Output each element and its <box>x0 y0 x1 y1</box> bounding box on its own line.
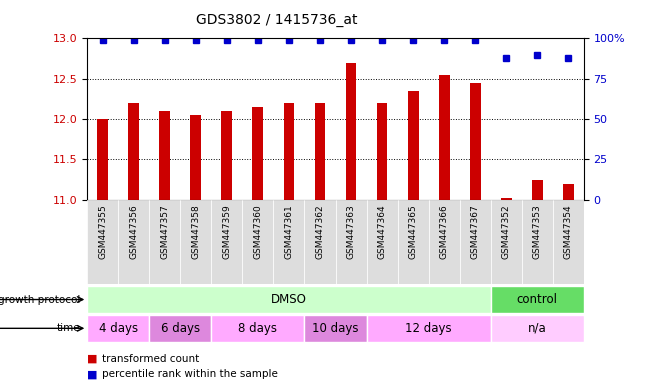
Bar <box>470 83 480 200</box>
Text: 6 days: 6 days <box>161 322 200 335</box>
Text: 8 days: 8 days <box>238 322 277 335</box>
Bar <box>97 119 108 200</box>
Text: GSM447362: GSM447362 <box>315 204 325 258</box>
Text: 4 days: 4 days <box>99 322 138 335</box>
Bar <box>491 200 522 201</box>
Bar <box>211 200 242 284</box>
Text: DMSO: DMSO <box>271 293 307 306</box>
Bar <box>252 107 263 200</box>
Text: 12 days: 12 days <box>405 322 452 335</box>
Text: GSM447361: GSM447361 <box>285 204 293 259</box>
Bar <box>87 200 118 284</box>
Bar <box>366 315 491 342</box>
Bar <box>150 315 211 342</box>
Bar <box>439 74 450 200</box>
Text: GSM447357: GSM447357 <box>160 204 169 259</box>
Bar <box>366 200 397 201</box>
Bar <box>284 103 295 200</box>
Text: GSM447355: GSM447355 <box>98 204 107 259</box>
Text: growth protocol: growth protocol <box>0 295 81 305</box>
Text: GSM447366: GSM447366 <box>440 204 449 259</box>
Bar <box>429 200 460 201</box>
Bar <box>553 200 584 284</box>
Text: GDS3802 / 1415736_at: GDS3802 / 1415736_at <box>197 13 358 27</box>
Bar <box>553 200 584 201</box>
Text: GSM447367: GSM447367 <box>470 204 480 259</box>
Text: 10 days: 10 days <box>312 322 359 335</box>
Text: ■: ■ <box>87 369 98 379</box>
Bar <box>336 200 366 201</box>
Bar <box>336 200 366 284</box>
Text: time: time <box>57 323 81 333</box>
Bar <box>221 111 232 200</box>
Bar <box>242 200 274 201</box>
Bar <box>274 200 305 201</box>
Bar <box>376 103 387 200</box>
Text: GSM447365: GSM447365 <box>409 204 417 259</box>
Text: transformed count: transformed count <box>102 354 199 364</box>
Bar <box>87 200 118 201</box>
Bar <box>305 200 336 284</box>
Text: ■: ■ <box>87 354 98 364</box>
Text: GSM447356: GSM447356 <box>130 204 138 259</box>
Bar <box>532 180 543 200</box>
Bar <box>150 200 180 284</box>
Text: GSM447364: GSM447364 <box>378 204 386 258</box>
Bar <box>491 315 584 342</box>
Bar <box>315 103 325 200</box>
Bar <box>180 200 211 284</box>
Bar <box>160 111 170 200</box>
Bar <box>522 200 553 201</box>
Bar <box>242 200 274 284</box>
Bar <box>429 200 460 284</box>
Bar <box>87 315 150 342</box>
Bar <box>460 200 491 284</box>
Text: GSM447353: GSM447353 <box>533 204 541 259</box>
Bar <box>346 63 356 200</box>
Text: GSM447363: GSM447363 <box>346 204 356 259</box>
Bar <box>501 198 511 200</box>
Text: GSM447358: GSM447358 <box>191 204 201 259</box>
Text: control: control <box>517 293 558 306</box>
Text: GSM447352: GSM447352 <box>502 204 511 258</box>
Text: GSM447360: GSM447360 <box>254 204 262 259</box>
Bar <box>191 115 201 200</box>
Bar <box>460 200 491 201</box>
Bar <box>491 200 522 284</box>
Bar <box>274 200 305 284</box>
Bar <box>366 200 397 284</box>
Bar <box>305 315 366 342</box>
Bar <box>305 200 336 201</box>
Bar <box>180 200 211 201</box>
Bar <box>491 286 584 313</box>
Bar <box>211 200 242 201</box>
Bar <box>118 200 150 201</box>
Bar <box>87 286 491 313</box>
Text: GSM447354: GSM447354 <box>564 204 573 258</box>
Bar <box>397 200 429 201</box>
Bar <box>563 184 574 200</box>
Bar <box>522 200 553 284</box>
Bar <box>397 200 429 284</box>
Bar <box>118 200 150 284</box>
Text: percentile rank within the sample: percentile rank within the sample <box>102 369 278 379</box>
Bar <box>211 315 305 342</box>
Bar <box>408 91 419 200</box>
Bar <box>150 200 180 201</box>
Text: GSM447359: GSM447359 <box>222 204 231 259</box>
Bar <box>128 103 139 200</box>
Text: n/a: n/a <box>528 322 547 335</box>
